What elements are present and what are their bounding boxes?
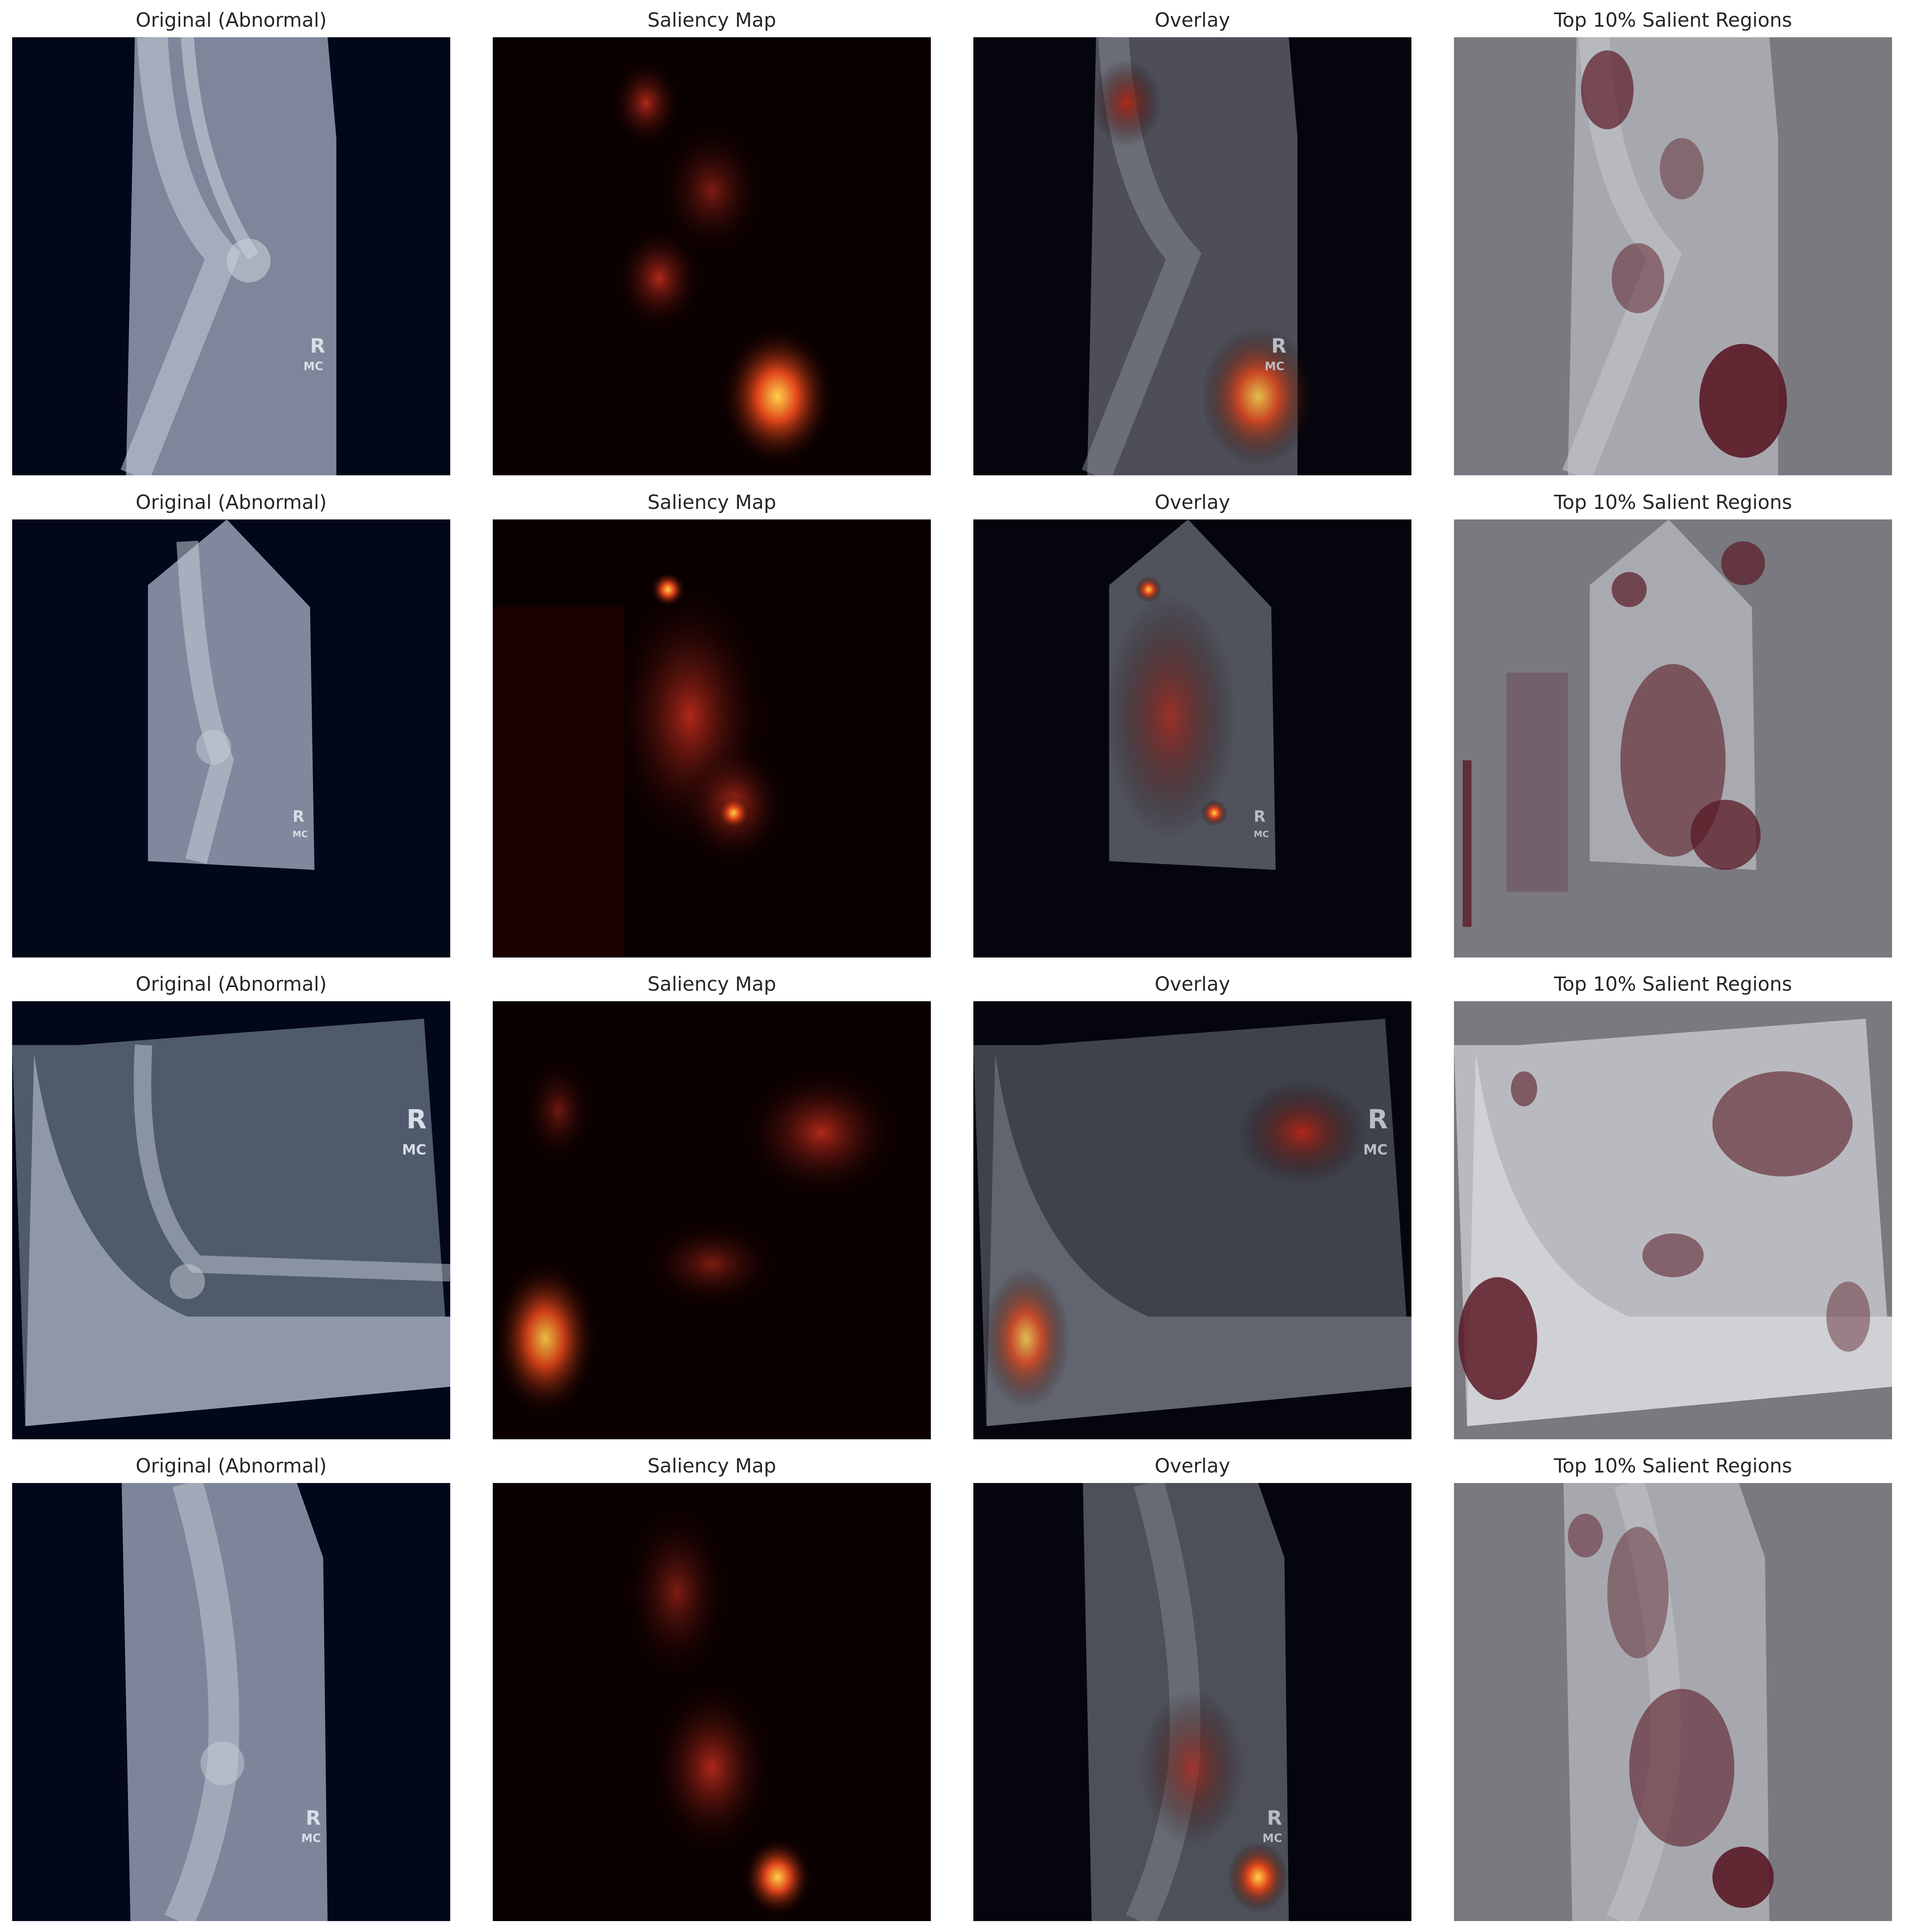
panel-title: Original (Abnormal)	[135, 973, 327, 996]
svg-text:MC: MC	[402, 1142, 426, 1158]
panel-title: Top 10% Salient Regions	[1554, 9, 1792, 32]
svg-text:MC: MC	[301, 1832, 321, 1845]
original-xray-image: R MC	[12, 37, 450, 475]
svg-text:R: R	[306, 1807, 321, 1830]
overlay-image: R MC	[973, 1483, 1411, 1921]
panel-title: Original (Abnormal)	[135, 1455, 327, 1477]
panel-title: Saliency Map	[647, 9, 776, 32]
svg-text:R: R	[1271, 335, 1287, 357]
panel-title: Overlay	[1154, 9, 1230, 32]
svg-text:MC: MC	[1265, 360, 1285, 373]
svg-text:R: R	[292, 808, 304, 826]
svg-text:R: R	[1368, 1104, 1388, 1135]
svg-text:R: R	[310, 335, 326, 357]
top-salient-regions-image	[1454, 519, 1892, 957]
saliency-map-image	[493, 1483, 931, 1921]
overlay-image: R MC	[973, 37, 1411, 475]
top-salient-regions-image	[1454, 37, 1892, 475]
saliency-map-image	[493, 519, 931, 957]
overlay-image: R MC	[973, 519, 1411, 957]
svg-text:MC: MC	[1262, 1832, 1282, 1845]
svg-text:R: R	[1267, 1807, 1282, 1830]
overlay-image: R MC	[973, 1001, 1411, 1439]
panel-title: Saliency Map	[647, 1455, 776, 1477]
panel-title: Overlay	[1154, 491, 1230, 514]
svg-text:MC: MC	[292, 829, 307, 839]
original-xray-image: R MC	[12, 1483, 450, 1921]
panel-title: Original (Abnormal)	[135, 491, 327, 514]
panel-title: Overlay	[1154, 973, 1230, 996]
svg-text:MC: MC	[1363, 1142, 1388, 1158]
svg-text:MC: MC	[304, 360, 324, 373]
original-xray-image: R MC	[12, 1001, 450, 1439]
svg-text:R: R	[1254, 808, 1265, 826]
top-salient-regions-image	[1454, 1483, 1892, 1921]
panel-title: Saliency Map	[647, 973, 776, 996]
panel-title: Top 10% Salient Regions	[1554, 491, 1792, 514]
svg-text:MC: MC	[1254, 829, 1269, 839]
panel-title: Top 10% Salient Regions	[1554, 973, 1792, 996]
original-xray-image: R MC	[12, 519, 450, 957]
top-salient-regions-image	[1454, 1001, 1892, 1439]
saliency-map-image	[493, 1001, 931, 1439]
panel-title: Top 10% Salient Regions	[1554, 1455, 1792, 1477]
saliency-map-image	[493, 37, 931, 475]
panel-title: Overlay	[1154, 1455, 1230, 1477]
panel-title: Saliency Map	[647, 491, 776, 514]
panel-title: Original (Abnormal)	[135, 9, 327, 32]
svg-text:R: R	[407, 1104, 427, 1135]
